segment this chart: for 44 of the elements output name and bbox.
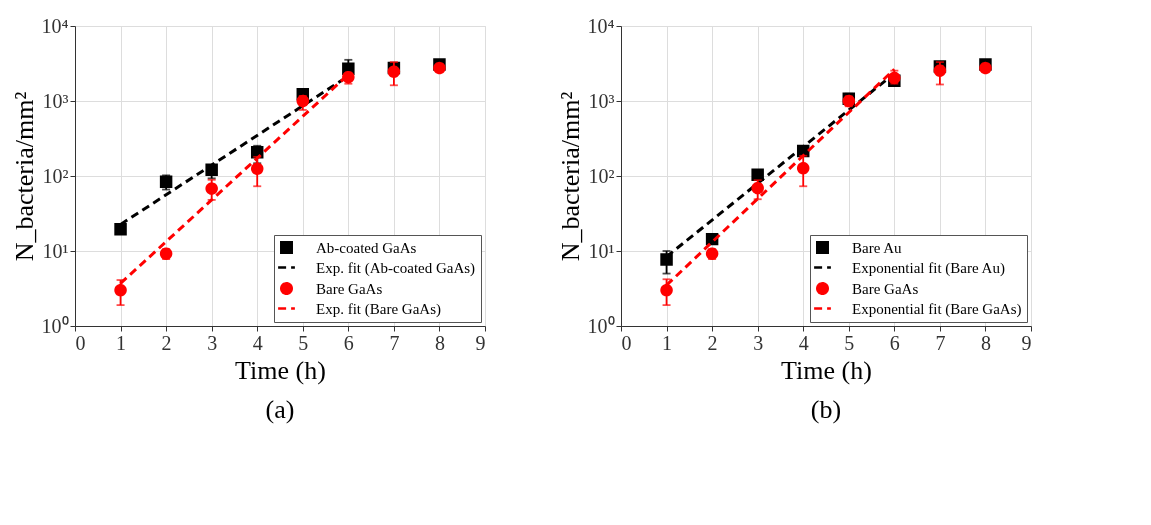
y-tick-label: 10²	[42, 164, 69, 187]
x-tick-label: 6	[889, 331, 900, 354]
x-tick-label: 4	[798, 331, 809, 354]
legend-label: Ab-coated GaAs	[316, 239, 417, 256]
legend-label: Exp. fit (Bare GaAs)	[316, 300, 441, 318]
x-tick-label: 7	[389, 331, 400, 354]
y-tick-label: 10³	[42, 89, 69, 112]
x-axis-title: Time (h)	[781, 355, 872, 385]
text: (b)	[810, 395, 842, 424]
x-tick-label: 0	[621, 331, 632, 354]
y-tick-label: 10¹	[42, 239, 69, 262]
legend-label: Bare GaAs	[852, 280, 919, 297]
x-tick-label: 5	[844, 331, 855, 354]
x-tick-label: 5	[298, 331, 309, 354]
x-axis-title: Time (h)	[235, 355, 326, 385]
x-tick-label: 0	[75, 331, 86, 354]
x-tick-label: 3	[207, 331, 218, 354]
legend-label: Exponential fit (Bare GaAs)	[852, 300, 1022, 318]
x-tick-label: 1	[662, 331, 673, 354]
x-tick-label: 6	[343, 331, 354, 354]
legend-label: Exponential fit (Bare Au)	[852, 259, 1005, 277]
x-tick-label: 7	[935, 331, 946, 354]
legend-label: Exp. fit (Ab-coated GaAs)	[316, 259, 476, 277]
x-tick-label: 8	[434, 331, 445, 354]
y-tick-label: 10³	[588, 89, 615, 112]
x-tick-label: 2	[161, 331, 172, 354]
y-tick-label: 10²	[588, 164, 615, 187]
y-tick-label: 10⁰	[587, 314, 615, 337]
text: (a)	[265, 395, 295, 424]
x-tick-label: 9	[475, 331, 486, 354]
x-tick-label: 4	[252, 331, 263, 354]
y-tick-label: 10⁴	[41, 14, 69, 37]
x-tick-label: 8	[980, 331, 991, 354]
x-tick-label: 9	[1021, 331, 1032, 354]
x-tick-label: 3	[753, 331, 764, 354]
y-tick-label: 10⁴	[587, 14, 615, 37]
x-tick-label: 1	[116, 331, 127, 354]
legend-label: Bare GaAs	[316, 280, 383, 297]
y-tick-label: 10⁰	[41, 314, 69, 337]
y-axis-title: N_bacteria/mm²	[9, 91, 39, 262]
y-tick-label: 10¹	[588, 239, 615, 262]
y-axis-title: N_bacteria/mm²	[555, 91, 585, 262]
legend-label: Bare Au	[852, 239, 903, 256]
x-tick-label: 2	[707, 331, 718, 354]
